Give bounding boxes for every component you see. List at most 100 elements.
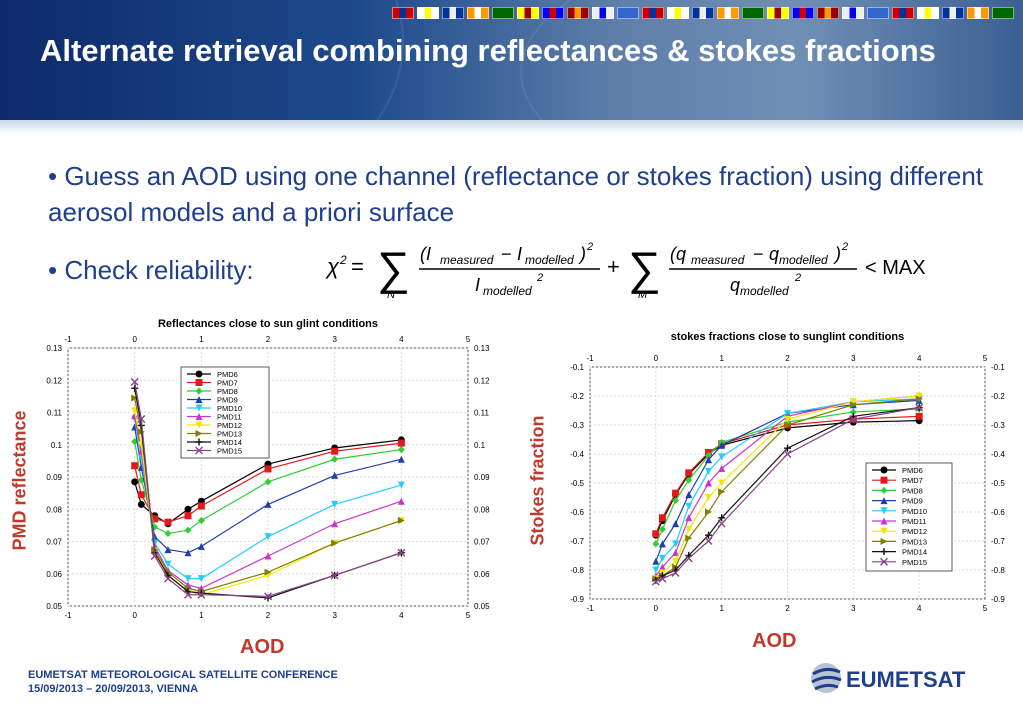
chart2-data-point bbox=[915, 395, 923, 403]
chart2-data-point bbox=[671, 568, 680, 577]
chart2-legend-label: PMD6 bbox=[902, 466, 923, 475]
chart2-xtick-label: 3 bbox=[851, 604, 856, 613]
svg-text:(q: (q bbox=[670, 244, 686, 264]
chart2-legend-marker bbox=[880, 476, 888, 484]
chart2-legend-label: PMD13 bbox=[902, 537, 927, 546]
chart1-xtick-label-top: 4 bbox=[399, 335, 404, 344]
chart1-ytick-label-right: 0.09 bbox=[474, 473, 490, 482]
chart1-xtick-label-top: 5 bbox=[466, 335, 471, 344]
chart1-data-point bbox=[197, 517, 205, 525]
chart2-data-point bbox=[705, 494, 712, 501]
chart1-ytick-label-right: 0.08 bbox=[474, 505, 490, 514]
chart2-xtick-label: 1 bbox=[719, 604, 724, 613]
chart1-ytick-label-right: 0.06 bbox=[474, 570, 490, 579]
chart1-legend-label: PMD8 bbox=[217, 387, 238, 396]
chart2-data-point bbox=[718, 479, 726, 487]
chart2-data-point bbox=[685, 491, 693, 499]
chart1-ylabel: PMD reflectance bbox=[9, 410, 30, 551]
chart1-ytick-label: 0.07 bbox=[46, 538, 62, 547]
chart2-xtick-label-top: 5 bbox=[983, 354, 988, 363]
chart1-xtick-label-top: 2 bbox=[266, 335, 271, 344]
svg-text:=: = bbox=[351, 254, 364, 279]
slide-title: Alternate retrieval combining reflectanc… bbox=[40, 33, 936, 68]
chart1-data-point bbox=[397, 481, 405, 489]
chart1-ytick-label: 0.08 bbox=[46, 505, 62, 514]
chart2-data-point bbox=[915, 412, 923, 420]
chart1-ytick-label: 0.13 bbox=[46, 344, 62, 353]
chart2-data-point bbox=[705, 479, 712, 487]
chart2-ytick-label-right: -0.8 bbox=[991, 566, 1005, 575]
chart2-xtick-label: -1 bbox=[586, 604, 594, 613]
chart2-data-point bbox=[849, 401, 857, 409]
svg-text:measured: measured bbox=[691, 253, 745, 267]
chart1-data-point bbox=[264, 592, 272, 601]
chart1-data-point bbox=[131, 394, 139, 402]
chart1-ytick-label: 0.1 bbox=[51, 441, 63, 450]
flag-icon bbox=[992, 7, 1014, 19]
chart2-data-point bbox=[684, 554, 693, 563]
chart1-xtick-label: 0 bbox=[132, 611, 137, 620]
chart1-xtick-label-top: 1 bbox=[199, 335, 204, 344]
flags-strip bbox=[392, 6, 1023, 20]
chart1-data-point bbox=[184, 575, 192, 583]
chart2-data-point bbox=[718, 441, 726, 449]
chart2-legend-label: PMD10 bbox=[902, 507, 927, 516]
chart2-xtick-label: 2 bbox=[785, 604, 790, 613]
chart2-ytick-label-right: -0.3 bbox=[991, 421, 1005, 430]
svg-text:modelled: modelled bbox=[740, 284, 789, 298]
chart1-data-point bbox=[397, 517, 405, 525]
chart2-xtick-label: 5 bbox=[983, 604, 988, 613]
chart2-data-point bbox=[717, 519, 726, 528]
chart2-xlabel: AOD bbox=[752, 630, 797, 652]
chart2-ytick-label: -0.3 bbox=[570, 421, 584, 430]
chart2-legend-marker bbox=[880, 466, 888, 474]
flag-icon bbox=[792, 7, 814, 19]
chart1-legend-marker bbox=[195, 430, 203, 437]
chart2-xtick-label-top: 2 bbox=[785, 354, 790, 363]
chart2-legend-marker bbox=[880, 517, 888, 525]
chart2-legend-marker bbox=[880, 548, 888, 556]
chart1-data-point bbox=[331, 500, 339, 508]
chart1-data-point bbox=[330, 571, 339, 580]
chart2-data-point bbox=[652, 557, 660, 565]
svg-text:modelled: modelled bbox=[483, 284, 532, 298]
svg-text:q: q bbox=[769, 244, 779, 264]
chart2-legend-label: PMD15 bbox=[902, 558, 927, 567]
chart1-data-point bbox=[264, 478, 272, 486]
chart2-ytick-label: -0.5 bbox=[570, 479, 584, 488]
chart2-ytick-label-right: -0.7 bbox=[991, 537, 1005, 546]
chart1-series-pmd7 bbox=[131, 439, 405, 526]
chart2-legend-label: PMD14 bbox=[902, 548, 927, 557]
chart1-data-point bbox=[331, 539, 339, 547]
chart1-legend-marker bbox=[195, 438, 203, 446]
reflectance-chart: Reflectances close to sun glint conditio… bbox=[46, 318, 490, 620]
svg-text:q: q bbox=[730, 275, 740, 295]
chart2-data-point bbox=[849, 398, 857, 406]
chart1-data-point bbox=[331, 520, 339, 528]
chart1-data-point bbox=[137, 447, 145, 455]
chart1-legend-marker bbox=[195, 404, 203, 412]
flag-icon bbox=[867, 7, 889, 19]
chart1-legend-marker bbox=[195, 396, 203, 403]
svg-text:N: N bbox=[387, 289, 395, 301]
flag-icon bbox=[667, 7, 689, 19]
chart1-legend-marker bbox=[195, 446, 203, 455]
chart2-legend-marker bbox=[880, 497, 888, 505]
chart2-xtick-label: 4 bbox=[917, 604, 922, 613]
flag-icon bbox=[442, 7, 464, 19]
chart1-data-point bbox=[331, 447, 339, 455]
chart1-legend-marker bbox=[195, 379, 203, 386]
chart2-data-point bbox=[658, 514, 666, 522]
chart1-data-point bbox=[151, 515, 159, 523]
chart1-ytick-label: 0.12 bbox=[46, 376, 62, 385]
chart2-series-pmd10 bbox=[652, 395, 923, 574]
flag-icon bbox=[417, 7, 439, 19]
bullet-check-reliability: • Check reliability: bbox=[48, 255, 254, 285]
chart2-xtick-label-top: -1 bbox=[586, 354, 594, 363]
chart2-ytick-label-right: -0.4 bbox=[991, 450, 1005, 459]
footer-conference: EUMETSAT METEOROLOGICAL SATELLITE CONFER… bbox=[28, 668, 338, 696]
bullet-guess-aod: • Guess an AOD using one channel (reflec… bbox=[48, 161, 984, 227]
chart1-series-pmd15 bbox=[130, 377, 406, 601]
